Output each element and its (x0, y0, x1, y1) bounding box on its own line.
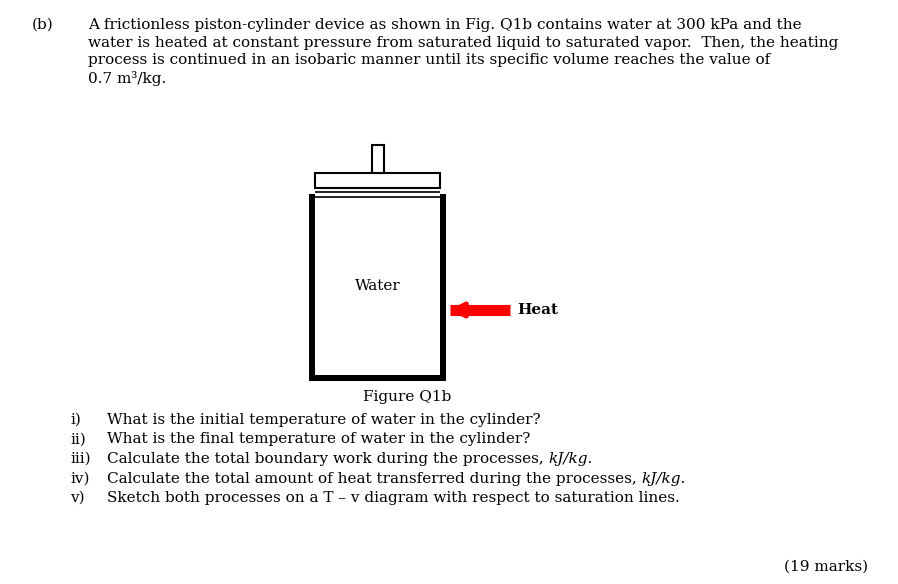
Text: (b): (b) (32, 18, 54, 32)
Text: What is the final temperature of water in the cylinder?: What is the final temperature of water i… (107, 433, 531, 447)
Bar (315, 173, 440, 188)
Text: Calculate the total boundary work during the processes,: Calculate the total boundary work during… (107, 452, 549, 466)
Text: Heat: Heat (517, 303, 558, 317)
Text: i): i) (70, 413, 81, 427)
Text: iv): iv) (70, 471, 90, 485)
Text: kJ/kg.: kJ/kg. (549, 452, 593, 466)
Text: (19 marks): (19 marks) (784, 560, 868, 574)
Text: Sketch both processes on a T – v diagram with respect to saturation lines.: Sketch both processes on a T – v diagram… (107, 491, 680, 505)
Text: ii): ii) (70, 433, 85, 447)
Bar (440, 194, 446, 381)
Text: iii): iii) (70, 452, 91, 466)
Text: 0.7 m³/kg.: 0.7 m³/kg. (88, 71, 166, 85)
Text: kJ/kg.: kJ/kg. (642, 471, 686, 485)
Bar (372, 145, 383, 173)
Text: Water: Water (355, 279, 401, 293)
Text: What is the initial temperature of water in the cylinder?: What is the initial temperature of water… (107, 413, 541, 427)
Text: process is continued in an isobaric manner until its specific volume reaches the: process is continued in an isobaric mann… (88, 53, 770, 67)
Bar (309, 194, 315, 381)
Text: A frictionless piston-cylinder device as shown in Fig. Q1b contains water at 300: A frictionless piston-cylinder device as… (88, 18, 802, 32)
Text: Figure Q1b: Figure Q1b (364, 390, 452, 404)
Text: v): v) (70, 491, 84, 505)
Text: Calculate the total amount of heat transferred during the processes,: Calculate the total amount of heat trans… (107, 471, 642, 485)
Text: water is heated at constant pressure from saturated liquid to saturated vapor.  : water is heated at constant pressure fro… (88, 36, 839, 50)
Bar (309, 375, 446, 381)
